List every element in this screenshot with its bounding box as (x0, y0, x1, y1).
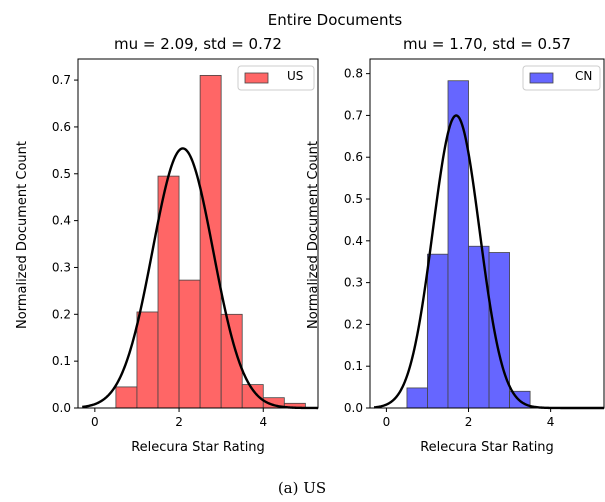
cn-histogram-bar (447, 80, 469, 409)
us-x-tick-label: 0 (91, 415, 99, 429)
cn-y-tick-label: 0.8 (344, 67, 363, 81)
cn-x-tick-label: 4 (547, 415, 555, 429)
cn-y-tick-label: 0.6 (344, 150, 363, 164)
us-axes-frame (77, 58, 319, 409)
us-panel-title: mu = 2.09, std = 0.72 (114, 35, 282, 53)
us-x-tick-label: 2 (175, 415, 183, 429)
cn-x-tick-label: 2 (465, 415, 473, 429)
us-x-tick-label: 4 (259, 415, 267, 429)
cn-panel-title: mu = 1.70, std = 0.57 (403, 35, 571, 53)
cn-y-tick-label: 0.4 (344, 234, 363, 248)
us-y-tick-label: 0.4 (52, 214, 71, 228)
cn-histogram-bar (427, 253, 449, 409)
us-y-axis-label: Normalized Document Count (15, 141, 30, 329)
us-histogram-bar (136, 311, 159, 409)
cn-axes-frame (369, 58, 605, 409)
cn-legend-box (522, 65, 601, 91)
us-legend-box (237, 65, 315, 91)
us-y-tick-label: 0.7 (52, 73, 71, 87)
cn-histogram-bar (406, 387, 428, 409)
us-x-axis-label: Relecura Star Rating (131, 440, 265, 455)
cn-y-tick-label: 0.3 (344, 276, 363, 290)
us-histogram-bar (178, 279, 201, 409)
cn-y-tick-label: 0.1 (344, 359, 363, 373)
us-y-tick-label: 0.6 (52, 120, 71, 134)
us-y-tick-label: 0.1 (52, 354, 71, 368)
us-y-tick-label: 0.0 (52, 401, 71, 415)
cn-y-tick-label: 0.2 (344, 317, 363, 331)
cn-legend-swatch (529, 72, 554, 84)
figure-title: Entire Documents (268, 11, 403, 29)
us-y-tick-label: 0.5 (52, 167, 71, 181)
cn-histogram-bar (488, 252, 510, 409)
cn-y-tick-label: 0.0 (344, 401, 363, 415)
cn-y-tick-label: 0.7 (344, 108, 363, 122)
figure-caption: (a) US (278, 479, 326, 497)
cn-x-tick-label: 0 (383, 415, 391, 429)
us-normal-fit-curve (81, 147, 319, 410)
cn-histogram-panel: 0 2 4 0.0 0.1 0.2 0.3 0.4 0.5 0.6 0.7 0.8 mu = 1.70,… (306, 35, 605, 455)
cn-y-axis-label: Normalized Document Count (306, 141, 321, 329)
us-histogram-bar (115, 386, 138, 409)
us-y-tick-label: 0.3 (52, 260, 71, 274)
us-legend-swatch (244, 72, 269, 84)
us-histogram-panel: 0 2 4 0.0 0.1 0.2 0.3 0.4 0.5 0.6 0.7 mu = 2.09, st… (15, 35, 319, 455)
cn-x-axis-label: Relecura Star Rating (420, 440, 554, 455)
us-legend-label: US (287, 69, 303, 83)
cn-y-tick-label: 0.5 (344, 192, 363, 206)
cn-legend-label: CN (575, 69, 592, 83)
us-y-tick-label: 0.2 (52, 307, 71, 321)
